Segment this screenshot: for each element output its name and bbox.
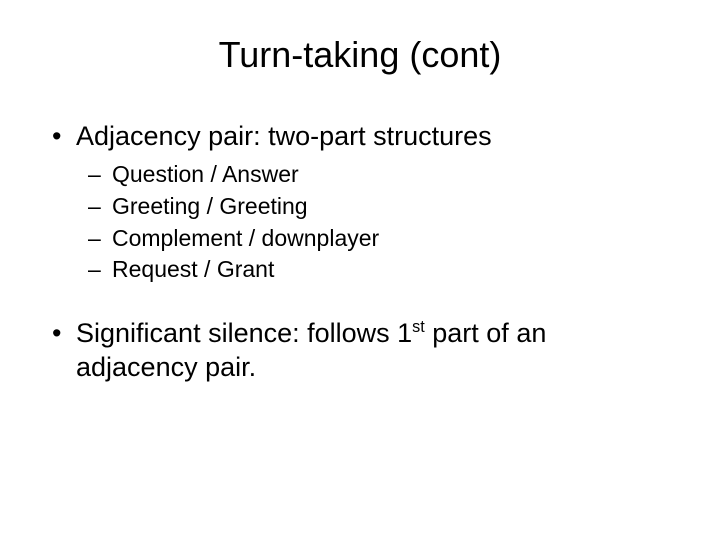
bullet-text: Question / Answer	[112, 161, 299, 187]
bullet-level1: Adjacency pair: two-part structures	[48, 120, 672, 154]
bullet-list-2: Significant silence: follows 1st part of…	[48, 317, 672, 385]
bullet-level2: Complement / downplayer	[88, 224, 672, 254]
bullet-text: Adjacency pair: two-part structures	[76, 121, 492, 151]
bullet-text-pre: Significant silence: follows 1	[76, 318, 412, 348]
bullet-list: Adjacency pair: two-part structures Ques…	[48, 120, 672, 285]
slide-title: Turn-taking (cont)	[48, 34, 672, 76]
spacer	[48, 287, 672, 317]
slide: Turn-taking (cont) Adjacency pair: two-p…	[0, 0, 720, 540]
bullet-level1: Significant silence: follows 1st part of…	[48, 317, 672, 385]
superscript: st	[412, 318, 425, 336]
bullet-text: Request / Grant	[112, 256, 274, 282]
bullet-level2: Greeting / Greeting	[88, 192, 672, 222]
bullet-text: Greeting / Greeting	[112, 193, 308, 219]
bullet-level2: Request / Grant	[88, 255, 672, 285]
bullet-text: Complement / downplayer	[112, 225, 379, 251]
bullet-level2: Question / Answer	[88, 160, 672, 190]
